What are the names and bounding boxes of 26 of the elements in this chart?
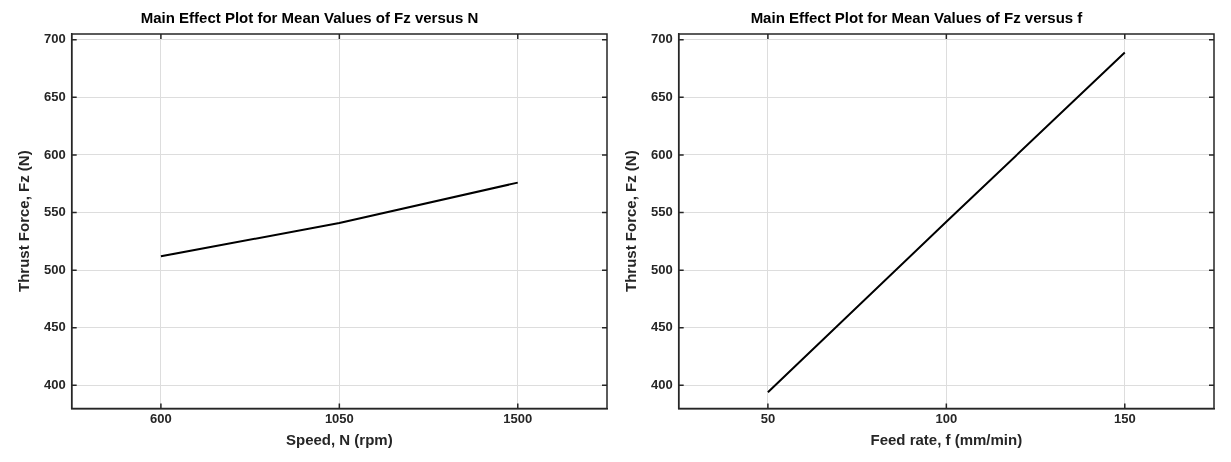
x-tick-label: 600 [150, 410, 172, 426]
y-axis-title: Thrust Force, Fz (N) [15, 150, 33, 293]
chart-title: Main Effect Plot for Mean Values of Fz versus N [140, 9, 479, 27]
y-tick-label: 450 [650, 319, 673, 335]
x-axis-title: Speed, N (rpm) [286, 431, 393, 449]
x-tick-label: 100 [935, 410, 958, 426]
x-axis-title: Feed rate, f (mm/min) [870, 431, 1023, 449]
x-tick-label: 1050 [324, 410, 354, 426]
y-tick-label: 700 [43, 31, 66, 47]
y-tick-label: 550 [650, 204, 673, 220]
y-tick-label: 650 [43, 88, 66, 104]
y-tick-label: 500 [43, 261, 66, 277]
chart-title: Main Effect Plot for Mean Values of Fz versus f [750, 9, 1084, 27]
y-tick-label: 400 [43, 376, 66, 392]
x-tick-label: 150 [1113, 410, 1136, 426]
y-tick-label: 550 [43, 204, 66, 220]
x-tick-label: 50 [760, 410, 776, 426]
y-tick-label: 700 [650, 31, 673, 47]
x-tick-label: 1500 [503, 410, 533, 426]
y-tick-label: 600 [650, 146, 673, 162]
y-tick-label: 650 [650, 88, 673, 104]
y-axis-title: Thrust Force, Fz (N) [622, 150, 640, 293]
y-tick-label: 500 [650, 261, 673, 277]
y-tick-label: 600 [43, 146, 66, 162]
y-tick-label: 400 [650, 376, 673, 392]
y-tick-label: 450 [43, 319, 66, 335]
